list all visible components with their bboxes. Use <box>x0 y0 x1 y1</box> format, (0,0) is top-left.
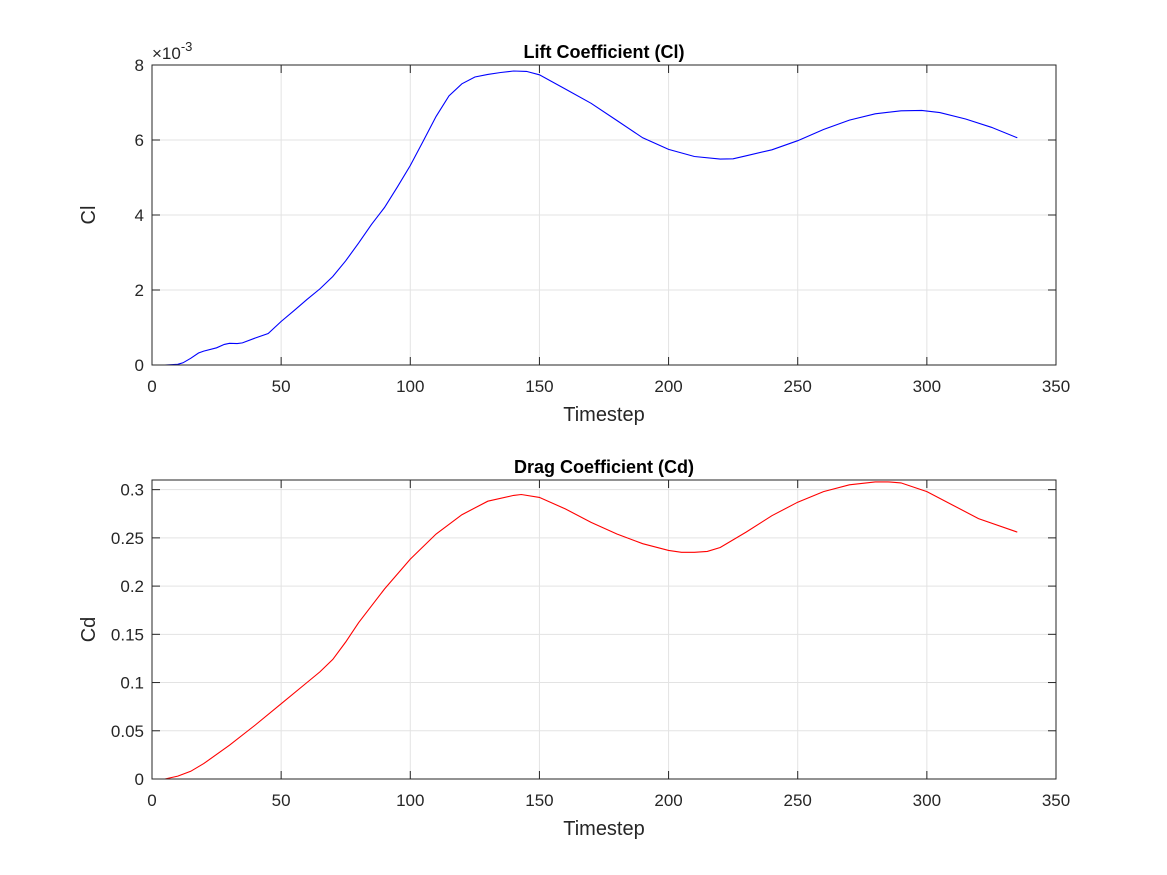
lift-y-tick-label: 2 <box>135 281 144 300</box>
drag-y-tick-label: 0.05 <box>111 722 144 741</box>
drag-x-axis-label: Timestep <box>563 818 645 840</box>
drag-y-tick-label: 0.3 <box>120 481 144 500</box>
lift-x-tick-label: 50 <box>272 377 291 396</box>
drag-x-tick-label: 150 <box>525 791 553 810</box>
drag-x-tick-labels: 0 50 100 150 200 250 300 350 <box>147 791 1070 810</box>
lift-coefficient-plot: 0 50 100 150 200 250 300 350 0 2 4 6 8 Lift Coeffic… <box>78 39 1070 426</box>
lift-y-exponent-multiplier: ×10-3 <box>152 39 192 63</box>
drag-y-tick-labels: 0 0.05 0.1 0.15 0.2 0.25 0.3 <box>111 481 144 789</box>
lift-series-line <box>152 70 1018 366</box>
drag-x-tick-label: 200 <box>654 791 682 810</box>
drag-y-tick-label: 0.2 <box>120 577 144 596</box>
drag-x-tick-label: 100 <box>396 791 424 810</box>
drag-ticks <box>151 480 1057 780</box>
lift-y-tick-label: 8 <box>135 56 144 75</box>
exponent-base: ×10 <box>152 44 181 63</box>
drag-y-tick-label: 0.25 <box>111 529 144 548</box>
lift-x-tick-label: 300 <box>913 377 941 396</box>
drag-y-tick-label: 0.1 <box>120 674 144 693</box>
drag-chart-title: Drag Coefficient (Cd) <box>514 457 694 477</box>
lift-x-tick-label: 250 <box>784 377 812 396</box>
drag-curve <box>152 481 1018 780</box>
drag-grid <box>151 480 1057 780</box>
exponent-power: -3 <box>181 39 193 54</box>
drag-axes-box <box>151 479 1057 780</box>
lift-x-tick-label: 150 <box>525 377 553 396</box>
drag-coefficient-plot: 0 50 100 150 200 250 300 350 0 0.05 0.1 0.15 0.2 0.2… <box>78 457 1070 840</box>
lift-y-axis-label: Cl <box>78 206 100 225</box>
drag-x-tick-label: 0 <box>147 791 156 810</box>
drag-x-tick-label: 250 <box>784 791 812 810</box>
lift-x-tick-labels: 0 50 100 150 200 250 300 350 <box>147 377 1070 396</box>
lift-curve <box>152 70 1018 366</box>
lift-y-tick-label: 0 <box>135 356 144 375</box>
lift-y-tick-label: 6 <box>135 131 144 150</box>
lift-y-tick-label: 4 <box>135 206 144 225</box>
lift-y-tick-labels: 0 2 4 6 8 <box>135 56 144 375</box>
drag-y-tick-label: 0 <box>135 770 144 789</box>
drag-x-tick-label: 300 <box>913 791 941 810</box>
drag-series-line <box>152 481 1018 780</box>
drag-x-tick-label: 50 <box>272 791 291 810</box>
lift-x-tick-label: 200 <box>654 377 682 396</box>
drag-y-tick-label: 0.15 <box>111 625 144 644</box>
lift-chart-title: Lift Coefficient (Cl) <box>524 42 685 62</box>
drag-x-tick-label: 350 <box>1042 791 1070 810</box>
lift-x-axis-label: Timestep <box>563 404 645 426</box>
lift-x-tick-label: 100 <box>396 377 424 396</box>
lift-x-tick-label: 0 <box>147 377 156 396</box>
lift-x-tick-label: 350 <box>1042 377 1070 396</box>
drag-y-axis-label: Cd <box>78 617 100 643</box>
lift-ticks <box>151 64 1057 366</box>
